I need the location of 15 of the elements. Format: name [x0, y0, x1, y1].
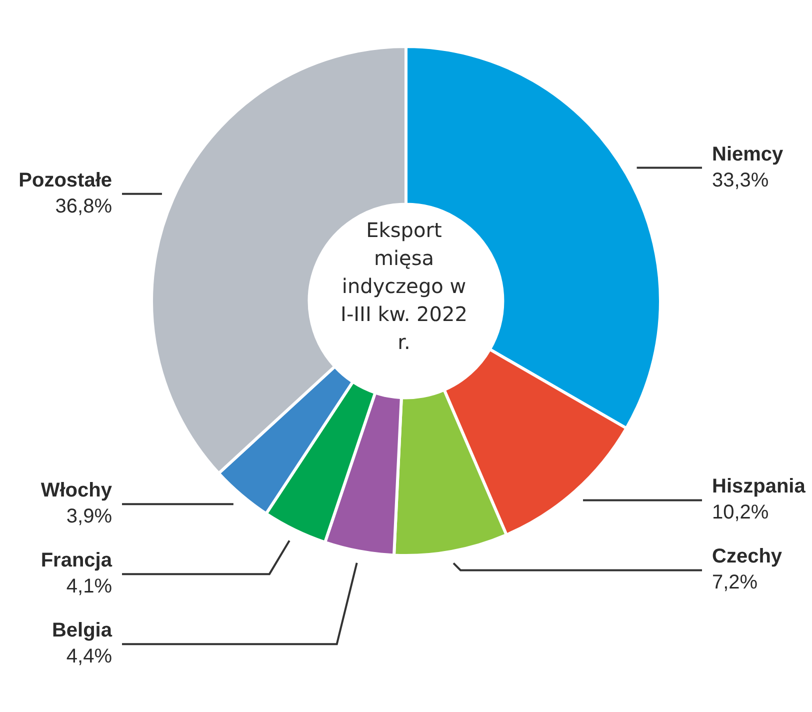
data-label: 3,9%	[66, 506, 112, 528]
data-label: 4,1%	[66, 576, 112, 598]
data-label: 7,2%	[712, 572, 758, 594]
text: Eksport mięsa indyczego w I-III kw. 2022 r.	[340, 217, 468, 356]
slice-label: Francja	[40, 550, 113, 572]
slice-label: Pozostałe	[18, 169, 112, 192]
data-label: 4,4%	[66, 646, 112, 668]
data-label: 36,8%	[55, 195, 112, 218]
slice-label: Włochy	[40, 480, 113, 502]
data-label: 33,3%	[712, 169, 769, 192]
slice-label: Czechy	[712, 546, 783, 568]
data-label: 10,2%	[712, 502, 769, 524]
slice-label: Hiszpania	[712, 476, 806, 498]
slice-label: Belgia	[52, 620, 113, 642]
slice-label: Niemcy	[712, 143, 784, 166]
